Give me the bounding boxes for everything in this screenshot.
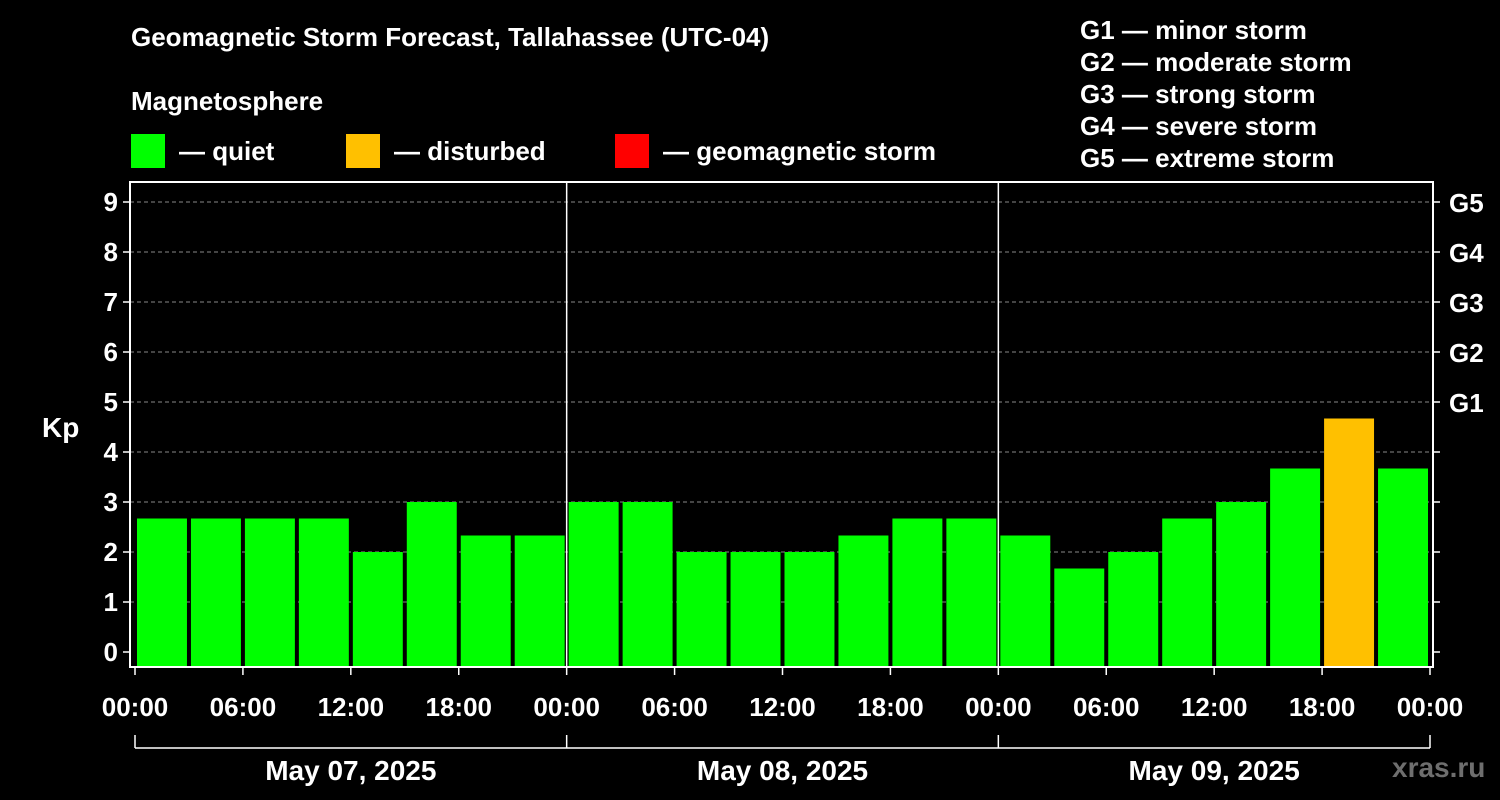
legend-swatch-disturbed <box>346 134 380 168</box>
kp-bar <box>568 502 619 667</box>
x-tick-label: 00:00 <box>1397 692 1464 722</box>
watermark: xras.ru <box>1392 752 1486 783</box>
y-tick-label: 3 <box>104 487 118 517</box>
y-axis-label: Kp <box>42 412 79 443</box>
x-tick-label: 06:00 <box>210 692 277 722</box>
kp-bar <box>1378 468 1428 667</box>
kp-bar <box>137 518 187 667</box>
x-tick-label: 18:00 <box>1289 692 1356 722</box>
y-tick-label: 1 <box>104 587 118 617</box>
legend-label-quiet: — quiet <box>179 136 275 166</box>
storm-level-label: G4 <box>1449 238 1484 268</box>
legend-quiet: — quiet <box>131 134 274 168</box>
kp-bar <box>1216 502 1267 667</box>
x-tick-label: 00:00 <box>965 692 1032 722</box>
kp-bar <box>460 535 511 667</box>
kp-bar <box>1162 518 1213 667</box>
date-label: May 07, 2025 <box>265 755 436 786</box>
legend-disturbed: — disturbed <box>346 134 546 168</box>
x-tick-label: 18:00 <box>426 692 493 722</box>
date-label: May 08, 2025 <box>697 755 868 786</box>
kp-bar <box>190 518 241 667</box>
kp-bar <box>784 552 835 667</box>
storm-scale-g4: G4 — severe storm <box>1080 111 1318 141</box>
magnetosphere-label: Magnetosphere <box>131 86 324 116</box>
x-tick-label: 18:00 <box>857 692 924 722</box>
y-tick-label: 4 <box>104 437 119 467</box>
kp-bar <box>1324 418 1375 667</box>
x-tick-label: 00:00 <box>533 692 600 722</box>
y-tick-label: 6 <box>104 337 118 367</box>
legend-storm: — geomagnetic storm <box>615 134 936 168</box>
legend-label-disturbed: — disturbed <box>394 136 546 166</box>
kp-bar <box>1270 468 1321 667</box>
storm-scale-g5: G5 — extreme storm <box>1080 143 1335 173</box>
y-tick-label: 0 <box>104 637 118 667</box>
storm-scale-legend: G1 — minor storm G2 — moderate storm G3 … <box>1080 14 1352 174</box>
y-tick-label: 7 <box>104 287 118 317</box>
x-tick-label: 06:00 <box>641 692 708 722</box>
storm-scale-g1: G1 — minor storm <box>1080 15 1307 45</box>
storm-level-label: G5 <box>1449 188 1484 218</box>
legend-label-storm: — geomagnetic storm <box>663 136 937 166</box>
kp-bar <box>244 518 295 667</box>
storm-scale-g3: G3 — strong storm <box>1080 79 1316 109</box>
date-label: May 09, 2025 <box>1129 755 1300 786</box>
y-tick-label: 9 <box>104 187 118 217</box>
y-tick-label: 8 <box>104 237 118 267</box>
x-tick-label: 00:00 <box>102 692 169 722</box>
storm-level-label: G1 <box>1449 388 1484 418</box>
page-title: Geomagnetic Storm Forecast, Tallahassee … <box>131 22 770 52</box>
storm-level-label: G2 <box>1449 338 1484 368</box>
legend-swatch-storm <box>615 134 649 168</box>
storm-level-label: G3 <box>1449 288 1484 318</box>
plot-frame <box>129 181 1434 668</box>
kp-bar <box>1000 535 1051 667</box>
x-tick-label: 12:00 <box>749 692 816 722</box>
x-tick-label: 12:00 <box>318 692 385 722</box>
kp-bar <box>514 535 565 667</box>
kp-bar <box>676 552 727 667</box>
kp-bar <box>730 552 781 667</box>
kp-bar <box>946 518 997 667</box>
kp-bar <box>1108 552 1159 667</box>
kp-bar <box>622 502 673 667</box>
x-tick-label: 06:00 <box>1073 692 1140 722</box>
kp-bar <box>838 535 889 667</box>
kp-bar <box>298 518 349 667</box>
x-tick-label: 12:00 <box>1181 692 1248 722</box>
storm-scale-g2: G2 — moderate storm <box>1080 47 1352 77</box>
kp-bar <box>406 502 457 667</box>
kp-bar <box>352 552 403 667</box>
y-tick-label: 2 <box>104 537 118 567</box>
kp-bar <box>1054 568 1105 667</box>
y-tick-label: 5 <box>104 387 118 417</box>
legend-swatch-quiet <box>131 134 165 168</box>
kp-bar <box>892 518 943 667</box>
